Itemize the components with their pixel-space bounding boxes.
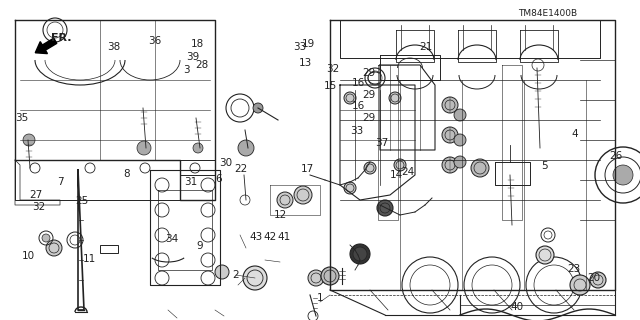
Circle shape	[454, 109, 466, 121]
Circle shape	[536, 246, 554, 264]
Text: 22: 22	[234, 164, 247, 174]
Circle shape	[215, 265, 229, 279]
Text: 29: 29	[362, 113, 375, 123]
Circle shape	[613, 165, 633, 185]
Circle shape	[243, 266, 267, 290]
Text: 32: 32	[326, 64, 339, 74]
Text: 18: 18	[191, 39, 204, 49]
Text: 36: 36	[148, 36, 161, 46]
Text: 5: 5	[541, 161, 548, 171]
Text: 39: 39	[187, 52, 200, 62]
Text: 40: 40	[511, 301, 524, 312]
Text: 12: 12	[274, 210, 287, 220]
Circle shape	[137, 141, 151, 155]
Text: 42: 42	[264, 232, 276, 242]
Text: 17: 17	[301, 164, 314, 174]
Text: 28: 28	[196, 60, 209, 70]
Circle shape	[454, 156, 466, 168]
Circle shape	[46, 240, 62, 256]
Text: 19: 19	[302, 39, 315, 49]
Text: 32: 32	[32, 202, 45, 212]
Text: 43: 43	[250, 232, 262, 242]
Text: 16: 16	[352, 77, 365, 88]
Bar	[100, 245, 118, 253]
Circle shape	[570, 275, 590, 295]
Circle shape	[294, 186, 312, 204]
Text: TM84E1400B: TM84E1400B	[518, 9, 577, 18]
Circle shape	[471, 159, 489, 177]
Text: 16: 16	[352, 100, 365, 111]
Circle shape	[442, 97, 458, 113]
Circle shape	[253, 103, 263, 113]
Text: 20: 20	[588, 273, 600, 284]
Circle shape	[590, 272, 606, 288]
Text: 30: 30	[219, 158, 232, 168]
Text: 33: 33	[293, 42, 306, 52]
Circle shape	[238, 140, 254, 156]
FancyArrow shape	[35, 38, 57, 54]
Text: FR.: FR.	[51, 33, 72, 43]
Text: 38: 38	[108, 42, 120, 52]
Text: 10: 10	[22, 251, 35, 261]
Circle shape	[344, 92, 356, 104]
Circle shape	[321, 267, 339, 285]
Circle shape	[42, 234, 50, 242]
Text: 37: 37	[375, 138, 388, 148]
Text: 35: 35	[15, 113, 28, 123]
Text: 6: 6	[216, 173, 222, 184]
Circle shape	[364, 162, 376, 174]
Text: 25: 25	[76, 196, 88, 206]
Text: 7: 7	[57, 177, 63, 188]
Text: 27: 27	[29, 189, 42, 200]
Text: 31: 31	[184, 177, 197, 187]
Text: 41: 41	[278, 232, 291, 242]
Text: 4: 4	[572, 129, 578, 139]
Text: 2: 2	[232, 269, 239, 280]
Text: 29: 29	[362, 68, 375, 78]
Circle shape	[377, 200, 393, 216]
Circle shape	[344, 182, 356, 194]
Text: 14: 14	[390, 170, 403, 180]
Text: 23: 23	[567, 264, 580, 275]
Circle shape	[353, 247, 367, 261]
Circle shape	[193, 143, 203, 153]
Text: 21: 21	[420, 42, 433, 52]
Circle shape	[308, 270, 324, 286]
Text: 24: 24	[402, 167, 415, 177]
Circle shape	[454, 134, 466, 146]
Circle shape	[442, 127, 458, 143]
Circle shape	[277, 192, 293, 208]
Text: 33: 33	[351, 125, 364, 136]
Circle shape	[394, 159, 406, 171]
Text: 1: 1	[317, 292, 323, 303]
Text: 26: 26	[609, 151, 622, 161]
Text: 11: 11	[83, 253, 96, 264]
Text: 3: 3	[184, 65, 190, 75]
Circle shape	[389, 92, 401, 104]
Text: 9: 9	[196, 241, 203, 252]
Text: 15: 15	[324, 81, 337, 92]
Text: 34: 34	[165, 234, 178, 244]
Text: 8: 8	[124, 169, 130, 180]
Circle shape	[350, 244, 370, 264]
Circle shape	[23, 134, 35, 146]
Text: 13: 13	[300, 58, 312, 68]
Text: 29: 29	[362, 90, 375, 100]
Circle shape	[442, 157, 458, 173]
